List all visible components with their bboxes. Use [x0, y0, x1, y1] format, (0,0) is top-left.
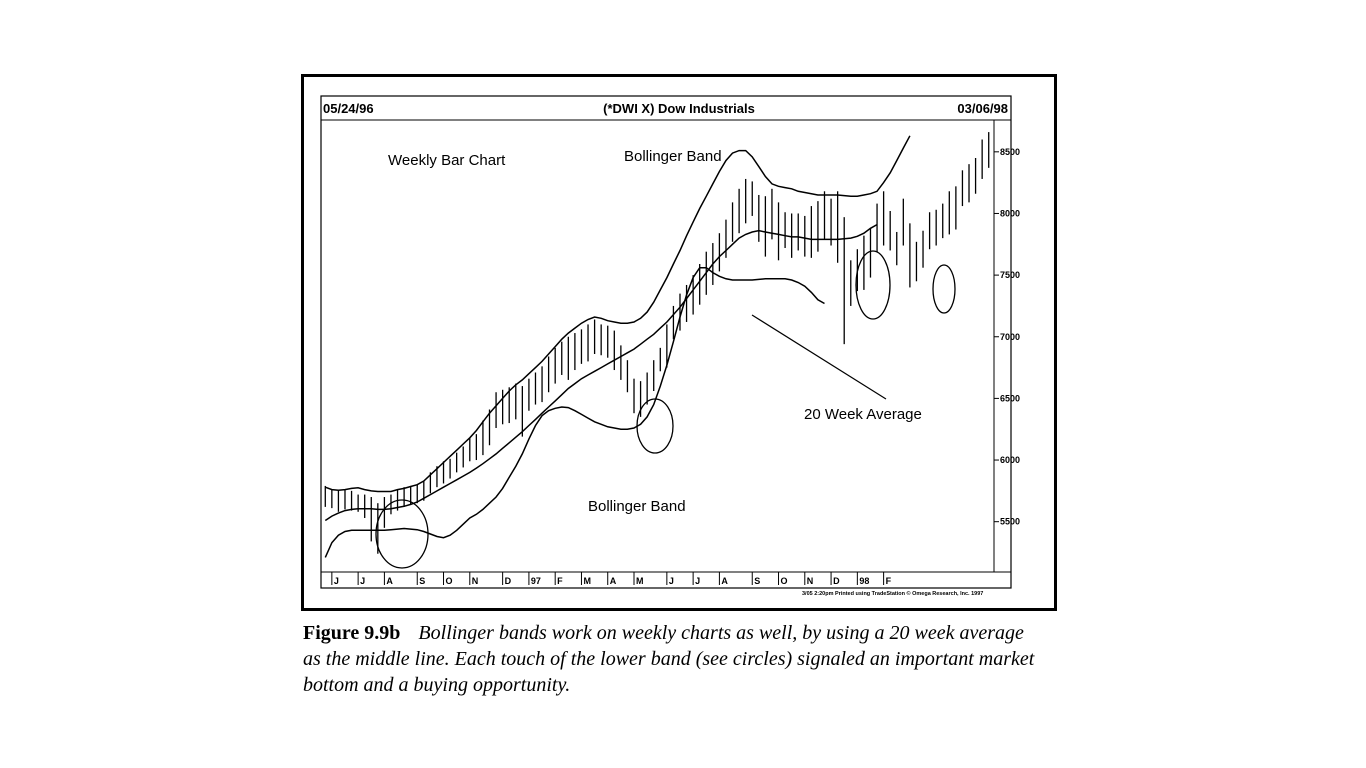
x-tick-label: A: [610, 576, 617, 586]
x-tick-label: J: [360, 576, 365, 586]
x-tick-label: M: [636, 576, 644, 586]
touch-circle-2: [636, 398, 674, 454]
touch-circle-3: [855, 250, 891, 320]
annotation-weekly-bar-chart: Weekly Bar Chart: [388, 152, 506, 169]
plot-area: [320, 95, 1012, 589]
y-tick-label: 6000: [1000, 455, 1020, 465]
end-date: 03/06/98: [957, 101, 1008, 116]
y-axis: 5500 6000 6500 7000 7500 8000 8500: [994, 147, 1020, 527]
band-lines: [324, 135, 911, 558]
touch-circle-4: [932, 264, 956, 314]
touch-circle-1: [375, 499, 429, 569]
annotation-upper-band: Bollinger Band: [624, 148, 722, 165]
x-tick-label: D: [505, 576, 512, 586]
x-tick-label: A: [386, 576, 393, 586]
lower-series-line: [324, 266, 825, 558]
upper-series-line: [325, 135, 911, 493]
y-tick-label: 8500: [1000, 147, 1020, 157]
price-bars: [324, 132, 990, 554]
x-tick-label: J: [695, 576, 700, 586]
figure-caption: Figure 9.9b Bollinger bands work on weekl…: [303, 620, 1043, 698]
x-tick-label: O: [446, 576, 453, 586]
x-tick-label: N: [472, 576, 479, 586]
x-tick-label: A: [721, 576, 728, 586]
x-tick-label: M: [583, 576, 591, 586]
x-tick-label: O: [781, 576, 788, 586]
x-tick-label: F: [886, 576, 892, 586]
x-tick-label: 98: [859, 576, 869, 586]
caption-label: Figure 9.9b: [303, 622, 401, 644]
y-tick-label: 8000: [1000, 208, 1020, 218]
chart-footer: 3/05 2:20pm Printed using TradeStation ©…: [802, 590, 983, 597]
annotation-lower-band: Bollinger Band: [588, 498, 686, 515]
x-tick-label: J: [334, 576, 339, 586]
x-axis: J J A S O N D 97 F M A M J J A S O N D 98 F: [331, 572, 892, 586]
figure-frame: 05/24/96 (*DWI X) Dow Industrials 03/06/…: [301, 74, 1057, 611]
start-date: 05/24/96: [323, 101, 374, 116]
bollinger-chart: 05/24/96 (*DWI X) Dow Industrials 03/06/…: [320, 95, 1020, 597]
y-tick-label: 7500: [1000, 270, 1020, 280]
x-tick-label: D: [833, 576, 840, 586]
annotation-pointer: [751, 314, 887, 400]
x-tick-label: F: [557, 576, 563, 586]
y-tick-label: 7000: [1000, 332, 1020, 342]
chart-title: (*DWI X) Dow Industrials: [603, 101, 755, 116]
x-tick-label: S: [419, 576, 425, 586]
middle-series-line: [324, 223, 878, 522]
x-tick-label: 97: [531, 576, 541, 586]
y-tick-label: 6500: [1000, 393, 1020, 403]
x-tick-label: J: [669, 576, 674, 586]
caption-text: Bollinger bands work on weekly charts as…: [303, 622, 1035, 696]
x-tick-label: S: [754, 576, 760, 586]
y-tick-label: 5500: [1000, 517, 1020, 527]
annotation-20-week-average: 20 Week Average: [804, 406, 922, 423]
x-tick-label: N: [807, 576, 814, 586]
